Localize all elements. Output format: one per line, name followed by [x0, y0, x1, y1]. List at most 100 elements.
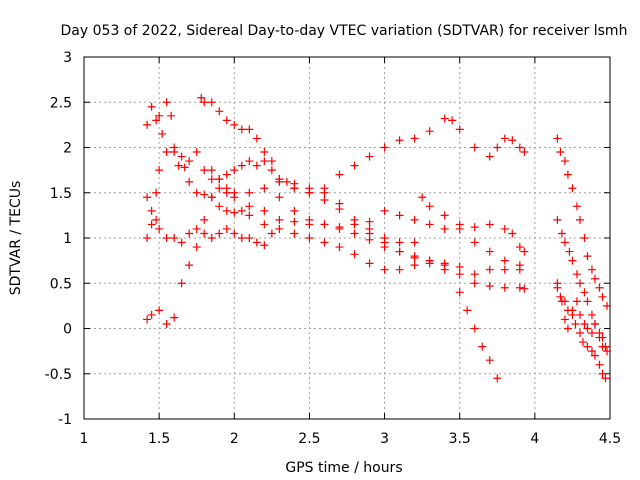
data-point: [200, 215, 209, 224]
data-point: [557, 229, 566, 238]
data-point: [572, 297, 581, 306]
data-point: [365, 259, 374, 268]
data-point: [455, 262, 464, 271]
data-point: [425, 127, 434, 136]
data-point: [245, 211, 254, 220]
y-tick-label: 0.5: [50, 276, 72, 292]
data-point: [260, 148, 269, 157]
data-point: [143, 120, 152, 129]
data-point: [162, 148, 171, 157]
data-point: [180, 163, 189, 172]
series-track-c: [143, 193, 524, 279]
data-point: [152, 116, 161, 125]
data-point: [485, 220, 494, 229]
data-point: [410, 252, 419, 261]
data-point: [455, 125, 464, 134]
data-point: [568, 184, 577, 193]
data-point: [515, 243, 524, 252]
data-point: [282, 177, 291, 186]
data-point: [470, 238, 479, 247]
data-point: [275, 193, 284, 202]
data-point: [237, 125, 246, 134]
data-point: [455, 288, 464, 297]
series-track-f: [207, 166, 524, 270]
data-points: [143, 93, 611, 383]
data-point: [575, 310, 584, 319]
data-point: [207, 193, 216, 202]
data-point: [290, 229, 299, 238]
data-point: [557, 297, 566, 306]
data-point: [290, 179, 299, 188]
data-point: [583, 297, 592, 306]
data-point: [230, 120, 239, 129]
data-point: [222, 116, 231, 125]
data-point: [410, 238, 419, 247]
data-point: [395, 238, 404, 247]
data-point: [162, 319, 171, 328]
data-point: [147, 206, 156, 215]
data-point: [260, 241, 269, 250]
series-track-j: [553, 279, 611, 356]
data-point: [470, 279, 479, 288]
y-tick-label: -0.5: [45, 367, 72, 383]
y-tick-label: 0: [63, 322, 72, 338]
chart-title: Day 053 of 2022, Sidereal Day-to-day VTE…: [61, 23, 628, 39]
data-point: [152, 215, 161, 224]
data-point: [245, 157, 254, 166]
data-point: [230, 166, 239, 175]
data-point: [192, 188, 201, 197]
data-point: [350, 215, 359, 224]
data-point: [500, 256, 509, 265]
y-tick-label: 2.5: [50, 95, 72, 111]
data-point: [215, 229, 224, 238]
data-point: [260, 184, 269, 193]
data-point: [267, 157, 276, 166]
data-point: [177, 238, 186, 247]
data-point: [587, 329, 596, 338]
data-point: [500, 134, 509, 143]
data-point: [335, 199, 344, 208]
data-point: [463, 306, 472, 315]
data-point: [170, 313, 179, 322]
data-point: [580, 319, 589, 328]
data-point: [485, 265, 494, 274]
data-point: [177, 279, 186, 288]
data-point: [305, 215, 314, 224]
data-point: [520, 247, 529, 256]
data-point: [380, 206, 389, 215]
data-point: [335, 243, 344, 252]
data-point: [515, 143, 524, 152]
x-tick-label: 1: [80, 431, 89, 447]
data-point: [560, 238, 569, 247]
x-tick-label: 1.5: [148, 431, 170, 447]
data-point: [448, 116, 457, 125]
data-point: [395, 136, 404, 145]
data-point: [290, 217, 299, 226]
data-point: [335, 170, 344, 179]
data-point: [143, 315, 152, 324]
data-point: [252, 134, 261, 143]
data-point: [493, 374, 502, 383]
data-point: [207, 98, 216, 107]
series-track-d: [143, 114, 529, 328]
series-track-b: [143, 148, 529, 293]
data-point: [520, 284, 529, 293]
x-tick-label: 2.5: [298, 431, 320, 447]
data-point: [470, 324, 479, 333]
data-point: [560, 157, 569, 166]
data-point: [590, 351, 599, 360]
data-point: [470, 270, 479, 279]
x-tick-label: 4: [530, 431, 539, 447]
data-point: [185, 261, 194, 270]
data-point: [601, 374, 610, 383]
data-point: [197, 93, 206, 102]
data-point: [575, 329, 584, 338]
data-point: [192, 148, 201, 157]
data-point: [167, 111, 176, 120]
data-point: [587, 310, 596, 319]
data-point: [440, 114, 449, 123]
data-point: [174, 161, 183, 170]
data-point: [320, 238, 329, 247]
data-point: [185, 229, 194, 238]
